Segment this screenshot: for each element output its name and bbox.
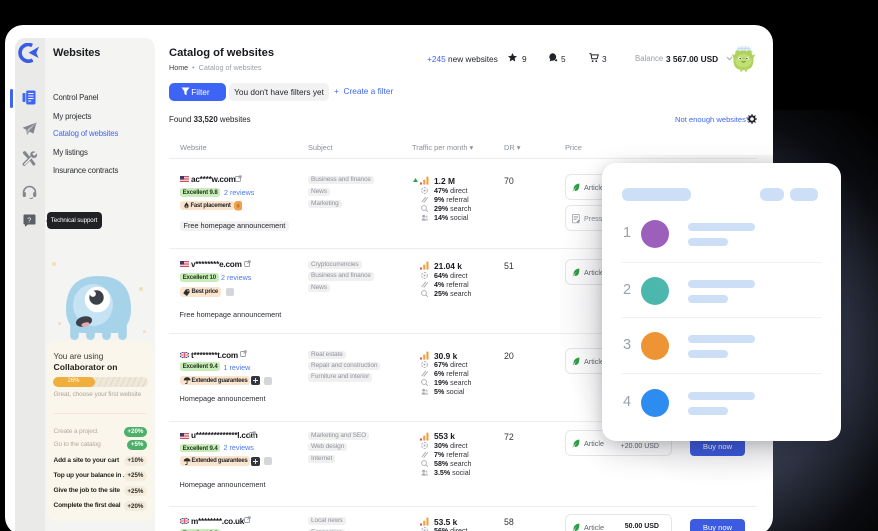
svg-text:?: ?	[27, 217, 31, 224]
